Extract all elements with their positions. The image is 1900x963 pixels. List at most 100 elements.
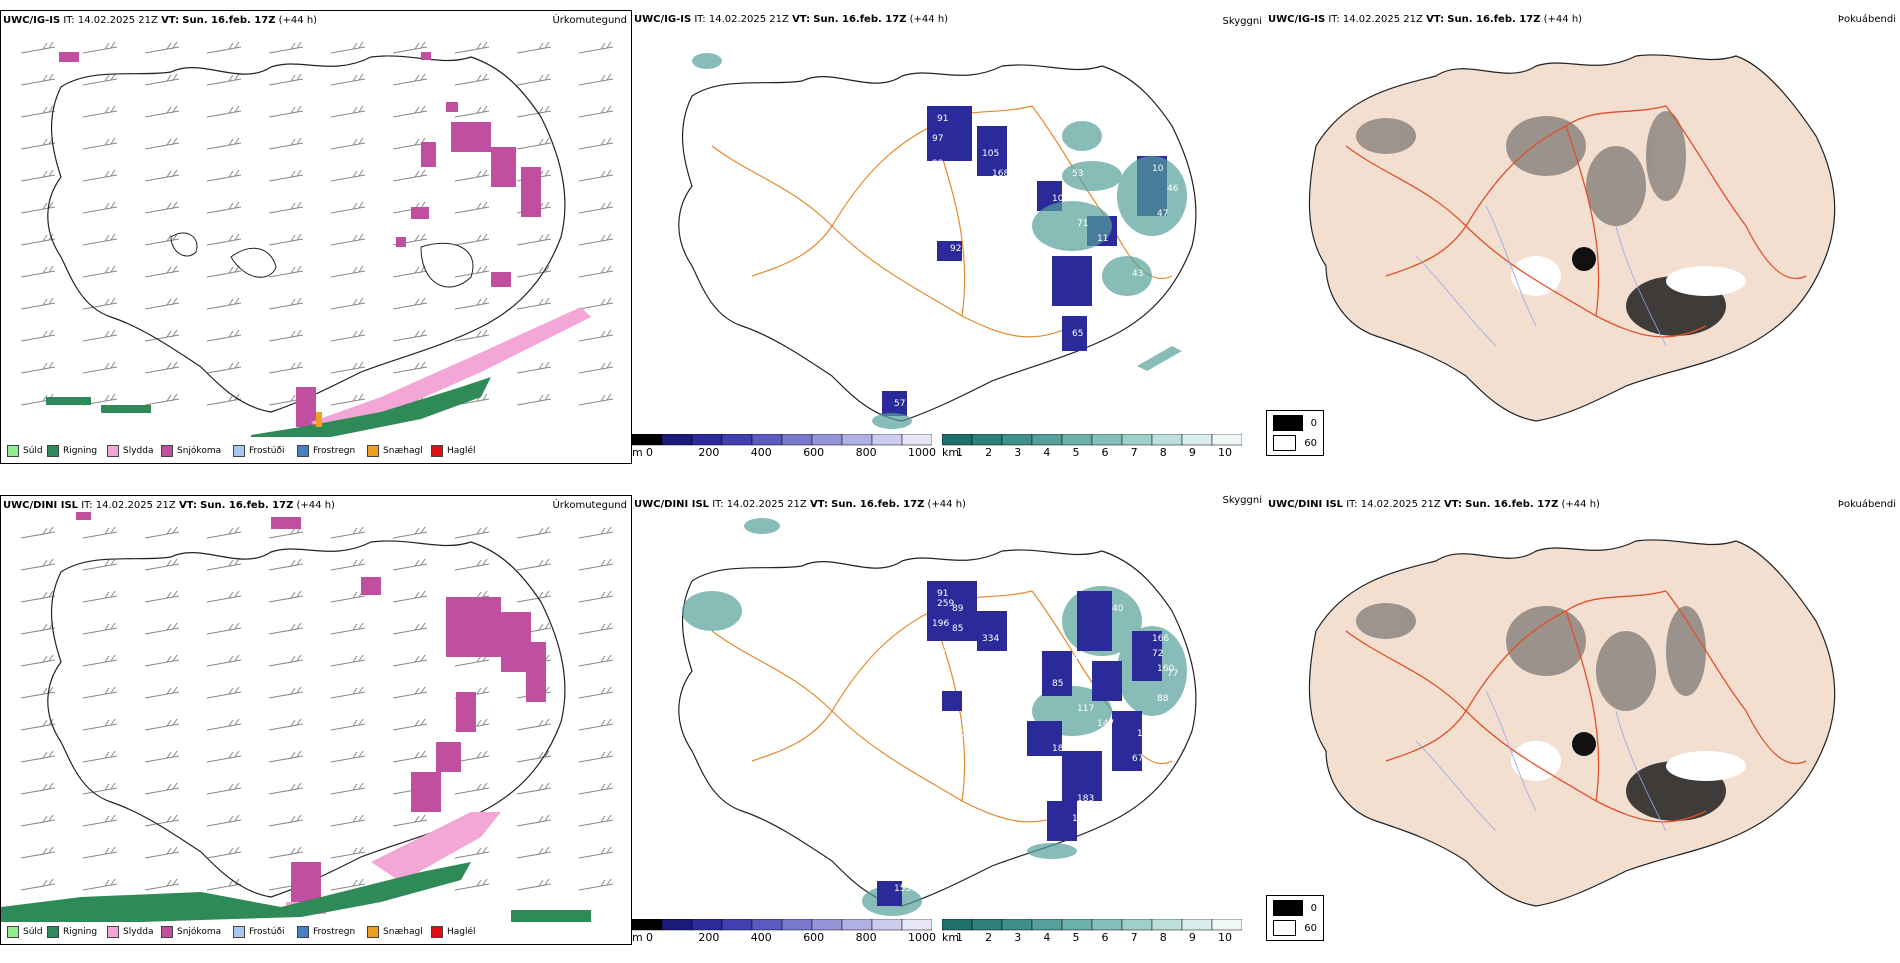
road-network: [1345, 590, 1807, 823]
wind-barb: [578, 878, 614, 891]
legend-swatch: [107, 926, 119, 938]
wind-barb: [330, 41, 366, 54]
panel-header: UWC/IG-IS IT: 14.02.2025 21Z VT: Sun. 16…: [634, 14, 949, 25]
wind-barb: [392, 329, 428, 342]
wind-barb: [578, 782, 614, 795]
legend-item: Haglél: [431, 445, 476, 457]
wind-barb: [20, 329, 56, 342]
wind-barb: [516, 233, 552, 246]
wind-barb: [454, 526, 490, 539]
precip-legend: Súld Rigning Slydda Snjókoma Frostúði Frostre…: [1, 437, 633, 463]
wind-barb: [144, 361, 180, 374]
colorbar-tick: 7: [1130, 931, 1138, 944]
wind-barb: [268, 750, 304, 763]
colorbar-cell: [661, 919, 693, 931]
colorbar-tick: 1: [956, 931, 963, 944]
panel-precip-type-row1: UWC/IG-IS IT: 14.02.2025 21Z VT: Sun. 16…: [0, 10, 632, 464]
wind-barb: [20, 265, 56, 278]
wind-barb: [516, 361, 552, 374]
wind-barb: [144, 814, 180, 827]
glacier-outline: [170, 232, 474, 288]
wind-barb: [82, 558, 118, 571]
wind-barb: [144, 201, 180, 214]
wind-barb: [82, 622, 118, 635]
wind-barb: [268, 41, 304, 54]
wind-barb: [82, 590, 118, 603]
wind-barb: [20, 686, 56, 699]
wind-barb: [330, 105, 366, 118]
legend-label: Snæhagl: [383, 446, 423, 456]
fog-legend-swatch: [1273, 920, 1297, 936]
precip-sleet: [311, 307, 591, 432]
wind-barb: [392, 750, 428, 763]
legend-swatch: [161, 445, 173, 457]
colorbar-tick: 6: [1101, 931, 1109, 944]
wind-barb: [578, 558, 614, 571]
fog-legend-swatch: [1273, 435, 1297, 451]
cloud-base-label: 85: [952, 624, 963, 634]
colorbar-tick: 1000: [908, 446, 936, 459]
precip-snow-pellets: [316, 412, 322, 427]
cloud-base-label: 72: [1152, 649, 1163, 659]
panel-fog-index-row1: UWC/IG-IS IT: 14.02.2025 21Z VT: Sun. 16…: [1266, 10, 1898, 478]
wind-barb: [82, 361, 118, 374]
wind-barb: [578, 329, 614, 342]
colorbar-cell: [971, 434, 1003, 446]
cloud-base-colorbar: [632, 434, 932, 446]
wind-barb: [206, 590, 242, 603]
cloud-base-label: 168: [992, 169, 1009, 179]
cloud-base-label: 77: [1167, 669, 1178, 679]
wind-barb: [330, 814, 366, 827]
wind-barb: [392, 654, 428, 667]
wind-barb: [268, 265, 304, 278]
colorbar-tick: 5: [1072, 446, 1080, 459]
cloud-base-label: 18: [1052, 744, 1064, 754]
wind-barb: [330, 265, 366, 278]
wind-barb: [454, 558, 490, 571]
wind-barb: [578, 750, 614, 763]
wind-barb: [268, 329, 304, 342]
wind-barb: [330, 137, 366, 150]
wind-barb: [144, 750, 180, 763]
wind-barb: [392, 558, 428, 571]
wind-barb: [392, 361, 428, 374]
legend-swatch: [367, 445, 379, 457]
wind-barb: [454, 846, 490, 859]
panel-precip-type-row2: UWC/DINI ISL IT: 14.02.2025 21Z VT: Sun.…: [0, 495, 632, 945]
precip-rain: [46, 377, 491, 437]
legend-label: Snæhagl: [383, 927, 423, 937]
param-name: Úrkomutegund: [552, 15, 627, 26]
wind-barb: [454, 105, 490, 118]
fog-legend-label: 0: [1310, 417, 1317, 429]
colorbar-tick: 400: [750, 446, 772, 459]
fog-white: [1511, 256, 1746, 296]
precip-legend: Súld Rigning Slydda Snjókoma Frostúði Frostre…: [1, 918, 633, 944]
legend-item: Súld: [7, 926, 43, 938]
wind-barb: [20, 750, 56, 763]
wind-barb: [330, 201, 366, 214]
cloud-base-label: 92: [950, 244, 961, 254]
wind-barb: [268, 233, 304, 246]
wind-barb: [268, 201, 304, 214]
legend-item: Slydda: [107, 445, 153, 457]
precip-map: [20, 41, 614, 437]
colorbar-tick: 8: [1159, 931, 1167, 944]
colorbar-cell: [871, 434, 903, 446]
wind-barb: [206, 558, 242, 571]
wind-barb: [330, 73, 366, 86]
colorbar-cell: [691, 434, 723, 446]
cloud-base-label: 340: [992, 654, 1009, 664]
legend-label: Snjókoma: [177, 446, 222, 456]
colorbar-tick: 2: [985, 931, 993, 944]
colorbar-cell: [1121, 919, 1153, 931]
wind-barb: [578, 41, 614, 54]
wind-barb: [268, 105, 304, 118]
colorbar-tick: 0: [646, 446, 653, 459]
colorbar-cell: [942, 919, 973, 931]
road-network: [1345, 105, 1807, 338]
wind-barb: [578, 846, 614, 859]
legend-swatch: [233, 445, 245, 457]
wind-barb: [578, 814, 614, 827]
